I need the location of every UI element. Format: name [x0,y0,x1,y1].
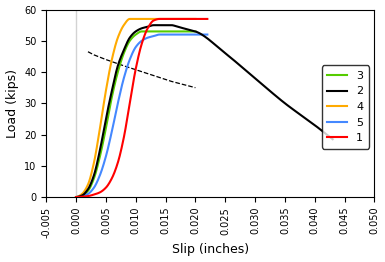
4 [191,17,195,20]
3 [131,36,135,39]
Y-axis label: Load (kips): Load (kips) [5,69,18,138]
4 [74,195,79,199]
5 [137,41,142,45]
1 [145,28,149,31]
3 [145,30,150,33]
3 [172,30,176,33]
2 [285,103,289,106]
1 [136,55,141,58]
1 [182,17,186,20]
X-axis label: Slip (inches): Slip (inches) [172,243,249,256]
1 [202,17,207,20]
1 [152,19,157,22]
3 [139,30,144,33]
Line: 4: 4 [76,19,196,197]
5 [182,33,186,36]
4 [145,17,150,20]
5 [74,195,79,199]
5 [145,36,149,40]
3 [138,30,143,33]
Line: 1: 1 [76,19,208,197]
2 [330,138,335,141]
4 [131,17,136,20]
5 [205,33,210,36]
4 [172,17,176,20]
4 [131,17,135,20]
1 [205,17,210,20]
Line: 5: 5 [76,35,208,197]
2 [213,43,218,47]
2 [151,24,156,27]
4 [193,17,198,20]
2 [227,55,232,58]
5 [157,33,162,36]
1 [74,195,79,199]
1 [157,17,162,20]
5 [202,33,207,36]
2 [74,195,79,199]
4 [139,17,143,20]
4 [127,17,132,20]
3 [191,30,195,33]
3 [131,35,136,38]
Line: 3: 3 [76,31,196,197]
1 [137,52,142,55]
3 [193,30,198,33]
2 [325,133,329,136]
Legend: 3, 2, 4, 5, 1: 3, 2, 4, 5, 1 [322,66,369,149]
2 [198,32,202,35]
5 [136,42,141,45]
5 [152,34,157,37]
Line: 2: 2 [76,25,333,197]
2 [196,31,201,34]
3 [74,195,79,199]
